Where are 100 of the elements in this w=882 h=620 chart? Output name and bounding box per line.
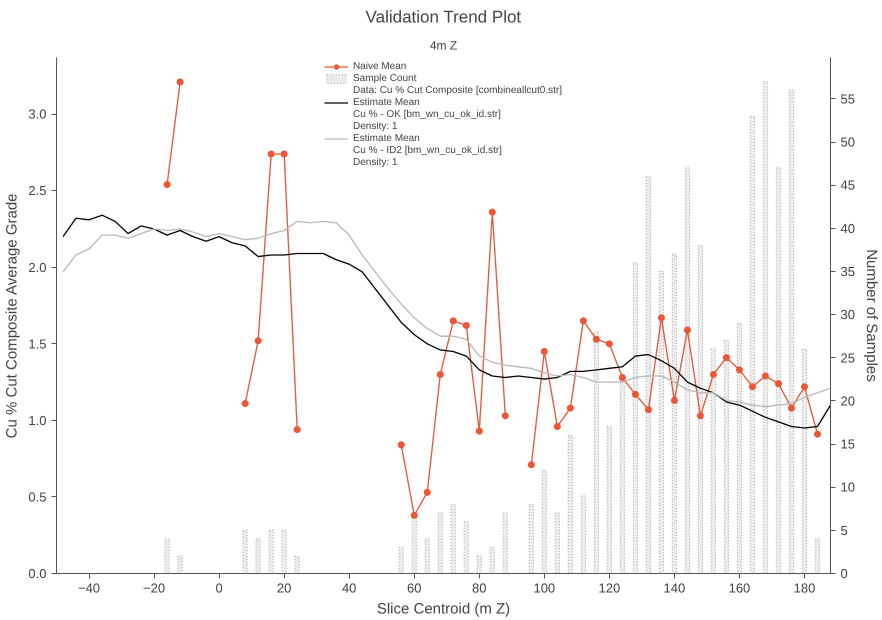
bar <box>490 547 495 574</box>
bar <box>438 512 443 574</box>
point <box>566 404 574 412</box>
y2-tick-label: 50 <box>840 134 855 150</box>
point <box>164 181 171 188</box>
y-tick-label: 0.0 <box>28 566 47 581</box>
point <box>462 322 470 329</box>
point <box>294 426 301 434</box>
y2-tick-label: 10 <box>840 480 855 495</box>
y-tick-label: 3.0 <box>28 106 47 122</box>
annotation: Cu % - OK [bm_wn_cu_ok_id.str] <box>353 109 501 120</box>
point <box>528 461 535 468</box>
point <box>800 383 808 390</box>
point <box>618 374 626 382</box>
point <box>710 370 717 378</box>
bar <box>594 331 599 574</box>
bar <box>542 469 547 574</box>
point <box>488 208 496 216</box>
point <box>398 441 405 448</box>
bar <box>762 81 768 574</box>
bar <box>476 556 482 574</box>
y-tick-label: 2.0 <box>28 260 47 275</box>
bar <box>464 521 469 574</box>
bar <box>177 556 183 574</box>
annotation: Density: 1 <box>353 157 398 168</box>
point <box>684 326 691 334</box>
bar <box>424 538 430 574</box>
y2-tick-label: 30 <box>840 307 855 322</box>
point <box>774 380 782 388</box>
point <box>424 488 431 496</box>
point <box>268 150 275 158</box>
x-tick-label: 180 <box>794 580 816 596</box>
x-tick-label: 100 <box>533 580 556 596</box>
x-tick-label: 160 <box>728 580 750 596</box>
x-tick-label: 40 <box>342 580 356 596</box>
y-tick-label: 2.5 <box>28 183 47 198</box>
y2-tick-label: 0 <box>840 566 848 581</box>
point <box>722 354 730 362</box>
bar <box>450 504 456 574</box>
bar <box>282 530 287 574</box>
point <box>410 512 418 519</box>
y-tick-label: 1.5 <box>28 336 47 352</box>
chart-subtitle: 4m Z <box>430 38 458 52</box>
y2-tick-label: 5 <box>840 522 848 538</box>
bar <box>528 504 534 574</box>
y2-tick-label: 40 <box>840 220 855 236</box>
x-tick-label: 120 <box>598 580 620 596</box>
y-tick-label: 1.0 <box>28 412 47 428</box>
point <box>280 150 288 158</box>
bar <box>502 512 508 574</box>
point <box>476 428 483 435</box>
point <box>658 314 665 322</box>
bar <box>750 116 756 574</box>
x-tick-label: −40 <box>78 580 100 596</box>
point <box>788 404 795 412</box>
y2-tick-label: 15 <box>840 436 855 452</box>
bar <box>294 556 300 574</box>
point <box>176 78 184 86</box>
chart-title: Validation Trend Plot <box>366 8 522 26</box>
point <box>670 396 678 404</box>
bar <box>242 530 248 574</box>
bar <box>814 538 820 574</box>
point <box>592 336 600 343</box>
bar <box>606 426 612 574</box>
annotation: Cu % - ID2 [bm_wn_cu_ok_id.str] <box>353 145 502 156</box>
x-tick-label: 0 <box>215 580 223 596</box>
bar <box>788 90 794 574</box>
bar <box>256 538 261 574</box>
bar <box>776 167 782 574</box>
x-tick-label: 140 <box>664 580 686 596</box>
bar <box>580 495 586 574</box>
point <box>554 423 561 430</box>
bar <box>554 512 560 574</box>
y-axis-title: Cu % Cut Composite Average Grade <box>3 193 20 438</box>
point <box>644 406 652 414</box>
bar <box>164 538 170 574</box>
annotation: Data: Cu % Cut Composite [combineallcut0.str] <box>353 85 562 96</box>
point <box>502 412 509 420</box>
point <box>632 390 639 398</box>
y2-tick-label: 45 <box>840 178 855 193</box>
point <box>450 317 457 324</box>
legend-label: Estimate Mean <box>353 133 420 144</box>
point <box>736 366 743 374</box>
x-tick-label: −20 <box>143 580 166 596</box>
y2-tick-label: 55 <box>840 91 855 106</box>
point <box>540 348 548 355</box>
bar <box>268 530 274 574</box>
point <box>762 372 769 380</box>
point <box>436 370 444 378</box>
legend-label: Sample Count <box>353 73 416 84</box>
annotation: Density: 1 <box>353 121 398 132</box>
y2-tick-label: 20 <box>840 393 855 408</box>
legend-label: Naive Mean <box>353 61 406 72</box>
x-tick-label: 80 <box>472 580 487 596</box>
x-tick-label: 60 <box>407 580 422 596</box>
point <box>242 400 249 408</box>
point <box>580 317 587 324</box>
point <box>606 340 613 348</box>
legend-label: Estimate Mean <box>353 97 420 108</box>
y2-tick-label: 25 <box>840 350 855 366</box>
